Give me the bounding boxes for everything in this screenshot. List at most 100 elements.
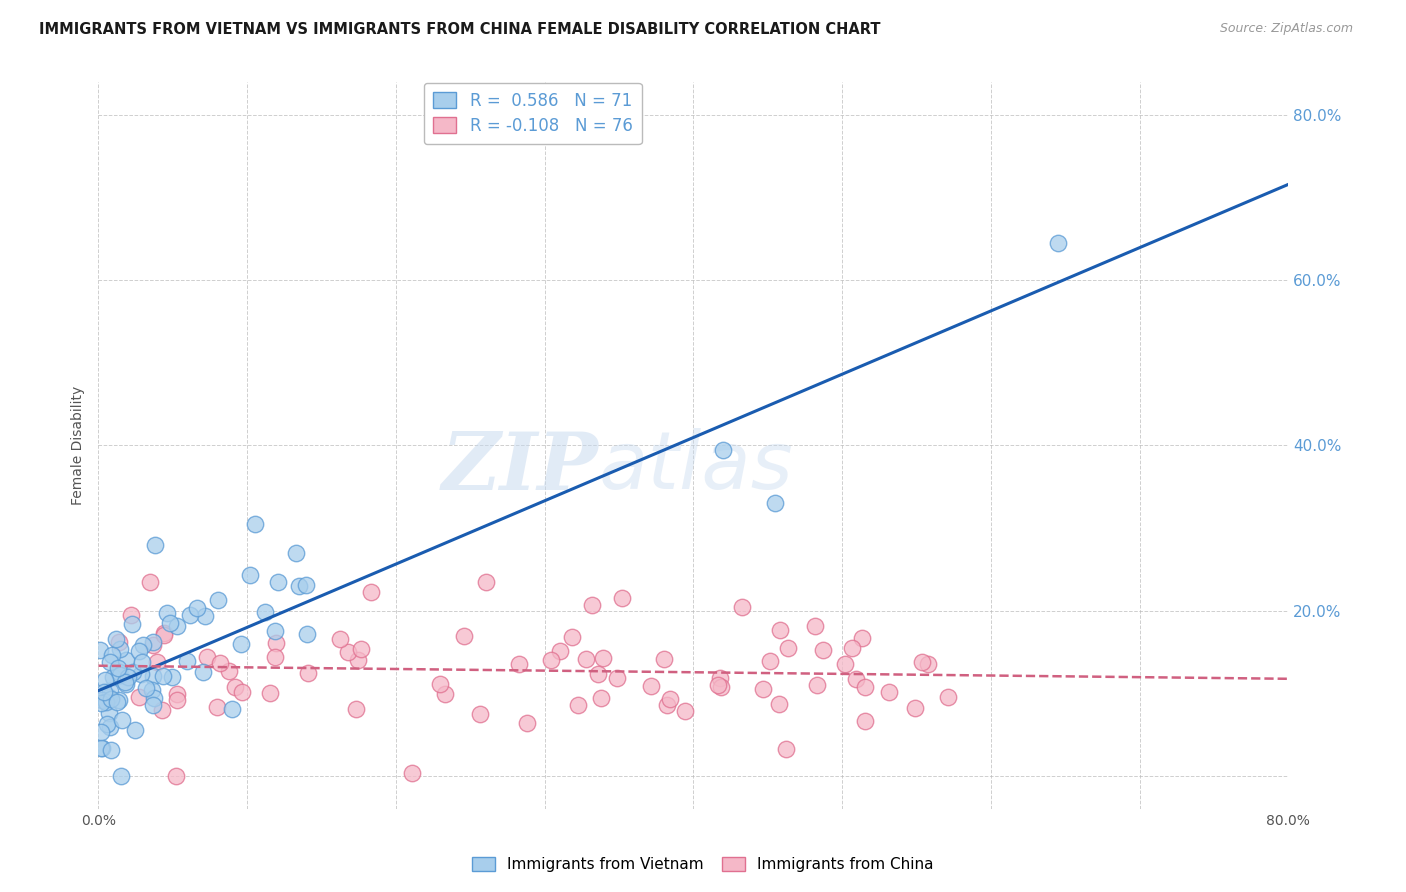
Point	[851, 632, 873, 646]
Point	[264, 636, 287, 650]
Point	[239, 568, 262, 582]
Point	[592, 651, 614, 665]
Legend: R =  0.586   N = 71, R = -0.108   N = 76: R = 0.586 N = 71, R = -0.108 N = 76	[423, 83, 641, 144]
Point	[349, 642, 371, 657]
Point	[264, 624, 287, 639]
Point	[122, 665, 145, 680]
Point	[591, 691, 613, 706]
Point	[93, 685, 115, 699]
Point	[100, 720, 122, 734]
Point	[731, 600, 754, 615]
Point	[453, 629, 475, 643]
Point	[159, 616, 181, 631]
Point	[186, 600, 208, 615]
Point	[295, 627, 318, 641]
Point	[707, 678, 730, 692]
Point	[429, 677, 451, 691]
Point	[166, 687, 188, 701]
Point	[108, 668, 131, 682]
Point	[91, 693, 114, 707]
Point	[336, 645, 359, 659]
Point	[195, 650, 218, 665]
Point	[853, 680, 876, 694]
Point	[100, 684, 122, 698]
Point	[804, 619, 827, 633]
Point	[138, 575, 160, 590]
Point	[166, 619, 188, 633]
Point	[194, 609, 217, 624]
Point	[288, 579, 311, 593]
Point	[143, 538, 166, 552]
Point	[347, 653, 370, 667]
Point	[120, 607, 142, 622]
Point	[475, 574, 498, 589]
Y-axis label: Female Disability: Female Disability	[72, 386, 86, 505]
Point	[834, 657, 856, 672]
Point	[658, 692, 681, 706]
Point	[134, 681, 156, 695]
Point	[606, 671, 628, 685]
Point	[97, 690, 120, 705]
Point	[101, 670, 124, 684]
Point	[640, 679, 662, 693]
Point	[128, 690, 150, 705]
Point	[806, 678, 828, 692]
Point	[775, 742, 797, 756]
Point	[581, 599, 603, 613]
Point	[143, 691, 166, 706]
Point	[96, 717, 118, 731]
Point	[224, 680, 246, 694]
Point	[141, 683, 163, 698]
Point	[153, 628, 176, 642]
Point	[610, 591, 633, 606]
Point	[879, 685, 901, 699]
Point	[100, 692, 122, 706]
Point	[344, 702, 367, 716]
Point	[105, 632, 128, 647]
Point	[89, 696, 111, 710]
Point	[152, 669, 174, 683]
Point	[89, 643, 111, 657]
Point	[295, 578, 318, 592]
Point	[841, 640, 863, 655]
Point	[100, 648, 122, 662]
Point	[110, 769, 132, 783]
Point	[93, 673, 115, 687]
Point	[97, 706, 120, 720]
Point	[105, 695, 128, 709]
Point	[845, 672, 868, 686]
Point	[709, 671, 731, 685]
Point	[768, 697, 790, 711]
Point	[254, 605, 277, 619]
Point	[209, 656, 232, 670]
Point	[811, 643, 834, 657]
Point	[516, 716, 538, 731]
Point	[131, 667, 153, 681]
Point	[221, 702, 243, 716]
Point	[207, 700, 229, 714]
Point	[131, 655, 153, 669]
Point	[540, 653, 562, 667]
Text: ZIP: ZIP	[441, 428, 598, 506]
Point	[911, 655, 934, 669]
Point	[121, 617, 143, 632]
Point	[752, 681, 775, 696]
Point	[146, 656, 169, 670]
Text: IMMIGRANTS FROM VIETNAM VS IMMIGRANTS FROM CHINA FEMALE DISABILITY CORRELATION C: IMMIGRANTS FROM VIETNAM VS IMMIGRANTS FR…	[39, 22, 882, 37]
Point	[710, 680, 733, 694]
Point	[114, 675, 136, 690]
Point	[297, 665, 319, 680]
Point	[711, 442, 734, 457]
Point	[142, 638, 165, 652]
Point	[231, 685, 253, 699]
Point	[108, 641, 131, 656]
Text: Source: ZipAtlas.com: Source: ZipAtlas.com	[1219, 22, 1353, 36]
Point	[142, 698, 165, 712]
Point	[90, 740, 112, 755]
Point	[128, 644, 150, 658]
Point	[360, 584, 382, 599]
Point	[657, 698, 679, 712]
Point	[108, 634, 131, 648]
Point	[193, 665, 215, 679]
Point	[179, 607, 201, 622]
